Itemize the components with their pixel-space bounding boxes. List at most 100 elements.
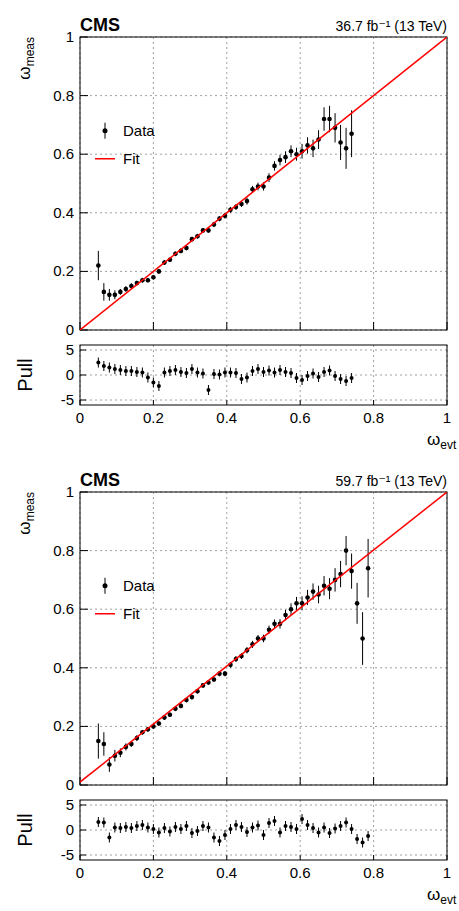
pull-point: [173, 825, 177, 829]
pull-point: [245, 376, 249, 380]
chart: 00.20.40.60.8100.20.40.60.81-505CMS59.7 …: [14, 470, 457, 907]
tick-label: 0.4: [53, 204, 74, 221]
pull-point: [157, 831, 161, 835]
grid-line: [300, 492, 301, 785]
pull-point: [262, 370, 266, 374]
pull-point: [102, 821, 106, 825]
pull-point: [328, 369, 332, 373]
pull-point: [339, 377, 343, 381]
grid-line: [80, 726, 447, 727]
pull-label: Pull: [14, 813, 36, 846]
pull-point: [135, 824, 139, 828]
pull-point: [168, 369, 172, 373]
tick: [80, 550, 88, 551]
tick-label: 5: [66, 341, 74, 358]
pull-point: [311, 826, 315, 830]
tick: [153, 400, 154, 405]
frame: [80, 345, 447, 405]
tick: [373, 777, 374, 785]
tick-label: 0: [76, 864, 84, 881]
data-point: [327, 586, 332, 591]
pull-point: [118, 368, 122, 372]
data-point: [327, 117, 332, 122]
pull-point: [322, 826, 326, 830]
pull-point: [262, 833, 266, 837]
data-point: [311, 589, 316, 594]
frame: [80, 800, 447, 860]
pull-point: [234, 371, 238, 375]
tick: [80, 271, 88, 272]
pull-point: [311, 372, 315, 376]
tick: [373, 400, 374, 405]
pull-point: [217, 839, 221, 843]
data-point: [366, 566, 371, 571]
data-point: [223, 671, 228, 676]
tick-label: 0.8: [363, 409, 384, 426]
grid-line: [80, 350, 447, 351]
tick: [373, 322, 374, 330]
pull-point: [179, 370, 183, 374]
pull-point: [317, 375, 321, 379]
tick-label: 0.4: [216, 864, 237, 881]
tick: [153, 322, 154, 330]
y-label: ωmeas: [15, 492, 37, 535]
data-point: [107, 762, 112, 767]
pull-point: [113, 826, 117, 830]
data-point: [118, 290, 123, 295]
pull-point: [195, 371, 199, 375]
tick: [226, 400, 227, 405]
data-point: [311, 146, 316, 151]
pull-point: [151, 827, 155, 831]
tick-label: 0: [66, 321, 74, 338]
pull-point: [184, 371, 188, 375]
tick-label: 0.6: [290, 409, 311, 426]
pull-point: [173, 368, 177, 372]
pull-point: [322, 370, 326, 374]
grid-line: [153, 345, 154, 405]
pull-point: [179, 827, 183, 831]
pull-point: [212, 836, 216, 840]
tick-label: 1: [66, 483, 74, 500]
grid-line: [226, 37, 227, 330]
fit-line: [80, 492, 447, 782]
pull-point: [300, 378, 304, 382]
grid-line: [373, 37, 374, 330]
pull-point: [140, 823, 144, 827]
legend-label: Data: [123, 122, 155, 139]
subtitle: 36.7 fb⁻¹ (13 TeV): [336, 18, 447, 34]
tick-label: 0.6: [53, 145, 74, 162]
data-point: [294, 601, 299, 606]
tick: [80, 805, 86, 806]
tick-label: 0.4: [53, 659, 74, 676]
grid-line: [80, 212, 447, 213]
tick-label: 0.6: [290, 864, 311, 881]
pull-point: [328, 831, 332, 835]
grid-line: [373, 800, 374, 860]
pull-point: [168, 830, 172, 834]
pull-point: [107, 836, 111, 840]
tick: [300, 855, 301, 860]
pull-point: [124, 825, 128, 829]
tick: [226, 322, 227, 330]
tick: [80, 609, 88, 610]
tick: [80, 350, 86, 351]
legend-label: Data: [123, 577, 155, 594]
tick: [153, 777, 154, 785]
data-point: [157, 269, 162, 274]
pull-point: [339, 824, 343, 828]
pull-point: [355, 837, 359, 841]
grid-line: [226, 492, 227, 785]
pull-point: [124, 369, 128, 373]
data-point: [360, 636, 365, 641]
grid-line: [80, 400, 447, 401]
tick: [80, 95, 88, 96]
tick: [300, 777, 301, 785]
tick-label: 0.2: [53, 717, 74, 734]
pull-area: [96, 814, 370, 848]
pull-point: [350, 376, 354, 380]
pull-point: [250, 369, 254, 373]
legend-symbol: [95, 158, 115, 160]
frame: [80, 37, 447, 330]
data-point: [289, 149, 294, 154]
tick-label: -5: [61, 391, 74, 408]
